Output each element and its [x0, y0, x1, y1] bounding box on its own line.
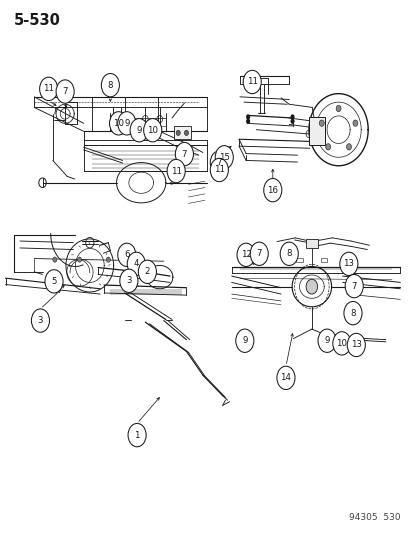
Text: 94305  530: 94305 530 — [348, 513, 399, 522]
Text: 11: 11 — [170, 166, 181, 175]
Circle shape — [245, 118, 249, 124]
Text: 2: 2 — [144, 268, 150, 276]
Text: 10: 10 — [147, 126, 158, 135]
Circle shape — [45, 270, 63, 293]
Text: 7: 7 — [181, 150, 187, 159]
Text: 1: 1 — [134, 431, 140, 440]
Circle shape — [344, 274, 362, 298]
Text: 5: 5 — [51, 277, 57, 286]
Circle shape — [175, 142, 193, 166]
Circle shape — [40, 77, 57, 101]
Circle shape — [77, 257, 81, 262]
Circle shape — [235, 329, 253, 352]
Circle shape — [290, 114, 294, 119]
Text: 8: 8 — [349, 309, 355, 318]
Text: 14: 14 — [280, 373, 291, 382]
Text: 9: 9 — [124, 119, 129, 128]
Text: 7: 7 — [351, 281, 356, 290]
Text: 3: 3 — [38, 316, 43, 325]
Circle shape — [339, 252, 357, 276]
Circle shape — [210, 151, 228, 174]
Circle shape — [127, 252, 145, 276]
Circle shape — [318, 120, 323, 126]
Circle shape — [117, 243, 135, 266]
Text: 10: 10 — [113, 119, 124, 128]
Circle shape — [305, 279, 317, 294]
Circle shape — [335, 106, 340, 112]
Circle shape — [138, 260, 156, 284]
Text: 6: 6 — [124, 251, 129, 260]
Circle shape — [290, 118, 294, 124]
Circle shape — [245, 114, 249, 119]
Text: 10: 10 — [336, 339, 347, 348]
Text: 4: 4 — [133, 260, 139, 268]
Circle shape — [263, 179, 281, 202]
Text: 7: 7 — [62, 87, 68, 96]
Circle shape — [346, 144, 351, 150]
Circle shape — [215, 146, 233, 169]
Text: 7: 7 — [216, 158, 221, 167]
Circle shape — [237, 243, 254, 266]
Circle shape — [317, 329, 335, 352]
Circle shape — [347, 333, 364, 357]
Circle shape — [280, 242, 298, 265]
Text: 12: 12 — [240, 251, 251, 260]
Circle shape — [109, 112, 127, 135]
Text: 3: 3 — [126, 276, 131, 285]
Text: 16: 16 — [267, 185, 278, 195]
Circle shape — [332, 332, 350, 355]
Circle shape — [56, 80, 74, 103]
Text: 11: 11 — [43, 84, 54, 93]
Circle shape — [176, 130, 180, 135]
Circle shape — [117, 112, 135, 135]
Circle shape — [242, 70, 261, 94]
Circle shape — [143, 118, 161, 142]
Text: 13: 13 — [342, 260, 354, 268]
Text: 13: 13 — [350, 341, 361, 350]
Circle shape — [167, 159, 185, 183]
Circle shape — [101, 74, 119, 97]
Text: 15: 15 — [218, 153, 229, 162]
Circle shape — [184, 130, 188, 135]
Text: 9: 9 — [242, 336, 247, 345]
Circle shape — [131, 257, 135, 262]
Text: 9: 9 — [324, 336, 329, 345]
Circle shape — [210, 158, 228, 182]
Text: 7: 7 — [256, 249, 261, 259]
Circle shape — [343, 302, 361, 325]
Circle shape — [119, 269, 138, 293]
Circle shape — [276, 366, 294, 390]
Circle shape — [31, 309, 50, 332]
Text: 5-530: 5-530 — [14, 13, 60, 28]
Circle shape — [130, 118, 148, 142]
FancyBboxPatch shape — [305, 239, 317, 248]
Circle shape — [325, 144, 330, 150]
Circle shape — [352, 120, 357, 126]
Circle shape — [53, 257, 57, 262]
Circle shape — [128, 423, 146, 447]
Circle shape — [249, 242, 268, 265]
FancyBboxPatch shape — [308, 117, 324, 144]
Circle shape — [106, 257, 110, 262]
Text: 11: 11 — [246, 77, 257, 86]
Text: 9: 9 — [136, 126, 142, 135]
Text: 11: 11 — [214, 166, 224, 174]
FancyBboxPatch shape — [174, 126, 190, 139]
Text: 8: 8 — [107, 80, 113, 90]
Text: 8: 8 — [286, 249, 291, 259]
